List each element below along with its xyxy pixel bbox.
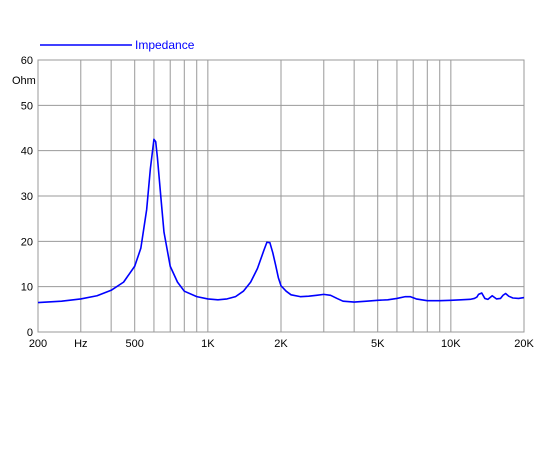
x-tick-label: 5K [371,338,385,350]
x-tick-label: 200 [29,338,47,350]
x-axis-unit: Hz [74,338,87,350]
y-tick-label: 10 [21,282,33,294]
x-tick-label: 2K [274,338,288,350]
y-tick-label: 30 [21,191,33,203]
y-tick-label: 40 [21,146,33,158]
y-axis-unit: Ohm [12,75,36,87]
legend: Impedance [40,38,195,52]
x-tick-label: 10K [441,338,461,350]
y-tick-label: 0 [27,327,33,339]
x-tick-label: 1K [201,338,215,350]
x-tick-label: 20K [514,338,534,350]
series-layer [37,138,525,304]
plot-frame [37,59,525,333]
y-tick-label: 50 [21,100,33,112]
series-line-impedance [37,138,525,304]
axis-labels: Ohm Hz 0 10 20 30 40 50 60 200 500 1K 2K 5K 10K 20K [12,55,534,350]
legend-label-impedance: Impedance [135,38,195,52]
y-tick-label: 20 [21,236,33,248]
x-tick-label: 500 [126,338,144,350]
y-tick-label: 60 [21,55,33,67]
